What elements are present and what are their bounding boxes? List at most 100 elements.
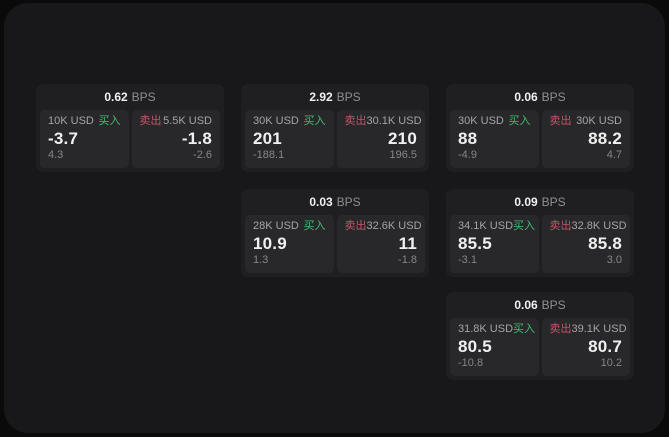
card-header: 0.06 BPS — [446, 84, 634, 110]
bps-unit-label: BPS — [541, 90, 566, 104]
sell-tile[interactable]: 卖出 5.5K USD -1.8 -2.6 — [131, 110, 220, 168]
quote-card: 0.09 BPS 34.1K USD 买入 85.5 -3.1 卖出 32.8K… — [446, 189, 634, 277]
quote-card: 0.06 BPS 30K USD 买入 88 -4.9 卖出 30K USD 8… — [446, 84, 634, 172]
card-body: 31.8K USD 买入 80.5 -10.8 卖出 39.1K USD 80.… — [446, 318, 634, 380]
sell-tile[interactable]: 卖出 30.1K USD 210 196.5 — [336, 110, 425, 168]
sell-side-label: 卖出 — [549, 220, 572, 232]
sell-delta: 10.2 — [600, 357, 622, 369]
sell-tile[interactable]: 卖出 30K USD 88.2 4.7 — [541, 110, 630, 168]
sell-price: 80.7 — [588, 337, 622, 356]
sell-tile-header: 卖出 5.5K USD — [140, 115, 213, 128]
buy-side-label: 买入 — [513, 323, 536, 335]
buy-delta: -3.1 — [458, 254, 477, 266]
sell-delta: -2.6 — [193, 149, 212, 161]
buy-size: 28K USD — [253, 220, 299, 232]
card-header: 0.06 BPS — [446, 292, 634, 318]
buy-tile[interactable]: 28K USD 买入 10.9 1.3 — [245, 215, 334, 273]
buy-tile[interactable]: 30K USD 买入 88 -4.9 — [450, 110, 539, 168]
sell-price: 88.2 — [588, 129, 622, 148]
buy-tile-header: 28K USD 买入 — [253, 220, 326, 233]
bps-unit-label: BPS — [541, 298, 566, 312]
sell-tile[interactable]: 卖出 39.1K USD 80.7 10.2 — [541, 318, 630, 376]
buy-tile-header: 34.1K USD 买入 — [458, 220, 535, 233]
buy-price: -3.7 — [48, 129, 79, 148]
sell-side-label: 卖出 — [139, 115, 162, 127]
sell-side-label: 卖出 — [549, 323, 572, 335]
buy-price: 80.5 — [458, 337, 492, 356]
bps-value: 0.62 — [104, 90, 128, 104]
sell-delta: 4.7 — [606, 149, 622, 161]
sell-size: 30K USD — [576, 115, 622, 127]
sell-tile-header: 卖出 39.1K USD — [549, 323, 627, 336]
card-body: 30K USD 买入 88 -4.9 卖出 30K USD 88.2 4.7 — [446, 110, 634, 172]
buy-delta: -4.9 — [458, 149, 477, 161]
quote-card: 0.06 BPS 31.8K USD 买入 80.5 -10.8 卖出 39.1… — [446, 292, 634, 380]
sell-side-label: 卖出 — [549, 115, 572, 127]
sell-tile[interactable]: 卖出 32.8K USD 85.8 3.0 — [541, 215, 630, 273]
card-body: 30K USD 买入 201 -188.1 卖出 30.1K USD 210 1… — [241, 110, 429, 172]
buy-delta: 1.3 — [253, 254, 269, 266]
sell-tile-header: 卖出 32.8K USD — [549, 220, 627, 233]
sell-tile-header: 卖出 30.1K USD — [344, 115, 422, 128]
sell-side-label: 卖出 — [344, 220, 367, 232]
buy-size: 30K USD — [253, 115, 299, 127]
buy-delta: -10.8 — [458, 357, 484, 369]
sell-size: 32.6K USD — [366, 220, 422, 232]
buy-size: 31.8K USD — [458, 323, 514, 335]
sell-delta: -1.8 — [398, 254, 417, 266]
buy-tile[interactable]: 31.8K USD 买入 80.5 -10.8 — [450, 318, 539, 376]
quote-card: 0.62 BPS 10K USD 买入 -3.7 4.3 卖出 5.5K USD… — [36, 84, 224, 172]
buy-tile-header: 10K USD 买入 — [48, 115, 121, 128]
buy-tile-header: 30K USD 买入 — [253, 115, 326, 128]
buy-side-label: 买入 — [98, 115, 121, 127]
buy-tile[interactable]: 10K USD 买入 -3.7 4.3 — [40, 110, 129, 168]
buy-price: 201 — [253, 129, 282, 148]
sell-size: 39.1K USD — [571, 323, 627, 335]
buy-size: 10K USD — [48, 115, 94, 127]
sell-price: -1.8 — [181, 129, 212, 148]
bps-unit-label: BPS — [336, 90, 361, 104]
card-header: 0.03 BPS — [241, 189, 429, 215]
card-header: 0.09 BPS — [446, 189, 634, 215]
sell-tile-header: 卖出 30K USD — [550, 115, 623, 128]
sell-delta: 196.5 — [389, 149, 417, 161]
buy-size: 30K USD — [458, 115, 504, 127]
bps-value: 0.06 — [514, 298, 538, 312]
sell-size: 5.5K USD — [163, 115, 212, 127]
buy-tile-header: 31.8K USD 买入 — [458, 323, 535, 336]
buy-tile[interactable]: 30K USD 买入 201 -188.1 — [245, 110, 334, 168]
buy-delta: -188.1 — [253, 149, 285, 161]
bps-value: 0.09 — [514, 195, 538, 209]
sell-side-label: 卖出 — [344, 115, 367, 127]
bps-value: 0.06 — [514, 90, 538, 104]
buy-size: 34.1K USD — [458, 220, 514, 232]
sell-size: 30.1K USD — [366, 115, 422, 127]
sell-tile[interactable]: 卖出 32.6K USD 11 -1.8 — [336, 215, 425, 273]
card-header: 2.92 BPS — [241, 84, 429, 110]
card-header: 0.62 BPS — [36, 84, 224, 110]
buy-delta: 4.3 — [48, 149, 64, 161]
sell-price: 85.8 — [588, 234, 622, 253]
buy-price: 88 — [458, 129, 478, 148]
sell-delta: 3.0 — [606, 254, 622, 266]
card-body: 10K USD 买入 -3.7 4.3 卖出 5.5K USD -1.8 -2.… — [36, 110, 224, 172]
quote-card: 0.03 BPS 28K USD 买入 10.9 1.3 卖出 32.6K US… — [241, 189, 429, 277]
sell-size: 32.8K USD — [571, 220, 627, 232]
buy-side-label: 买入 — [508, 115, 531, 127]
bps-value: 0.03 — [309, 195, 333, 209]
bps-unit-label: BPS — [336, 195, 361, 209]
sell-tile-header: 卖出 32.6K USD — [344, 220, 422, 233]
buy-side-label: 买入 — [303, 220, 326, 232]
buy-side-label: 买入 — [513, 220, 536, 232]
quote-card: 2.92 BPS 30K USD 买入 201 -188.1 卖出 30.1K … — [241, 84, 429, 172]
bps-unit-label: BPS — [131, 90, 156, 104]
buy-price: 85.5 — [458, 234, 492, 253]
card-body: 28K USD 买入 10.9 1.3 卖出 32.6K USD 11 -1.8 — [241, 215, 429, 277]
buy-side-label: 买入 — [303, 115, 326, 127]
bps-unit-label: BPS — [541, 195, 566, 209]
bps-value: 2.92 — [309, 90, 333, 104]
buy-tile[interactable]: 34.1K USD 买入 85.5 -3.1 — [450, 215, 539, 273]
buy-price: 10.9 — [253, 234, 287, 253]
buy-tile-header: 30K USD 买入 — [458, 115, 531, 128]
